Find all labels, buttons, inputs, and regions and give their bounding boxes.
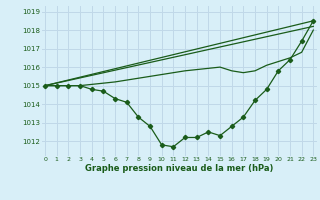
X-axis label: Graphe pression niveau de la mer (hPa): Graphe pression niveau de la mer (hPa) (85, 164, 273, 173)
